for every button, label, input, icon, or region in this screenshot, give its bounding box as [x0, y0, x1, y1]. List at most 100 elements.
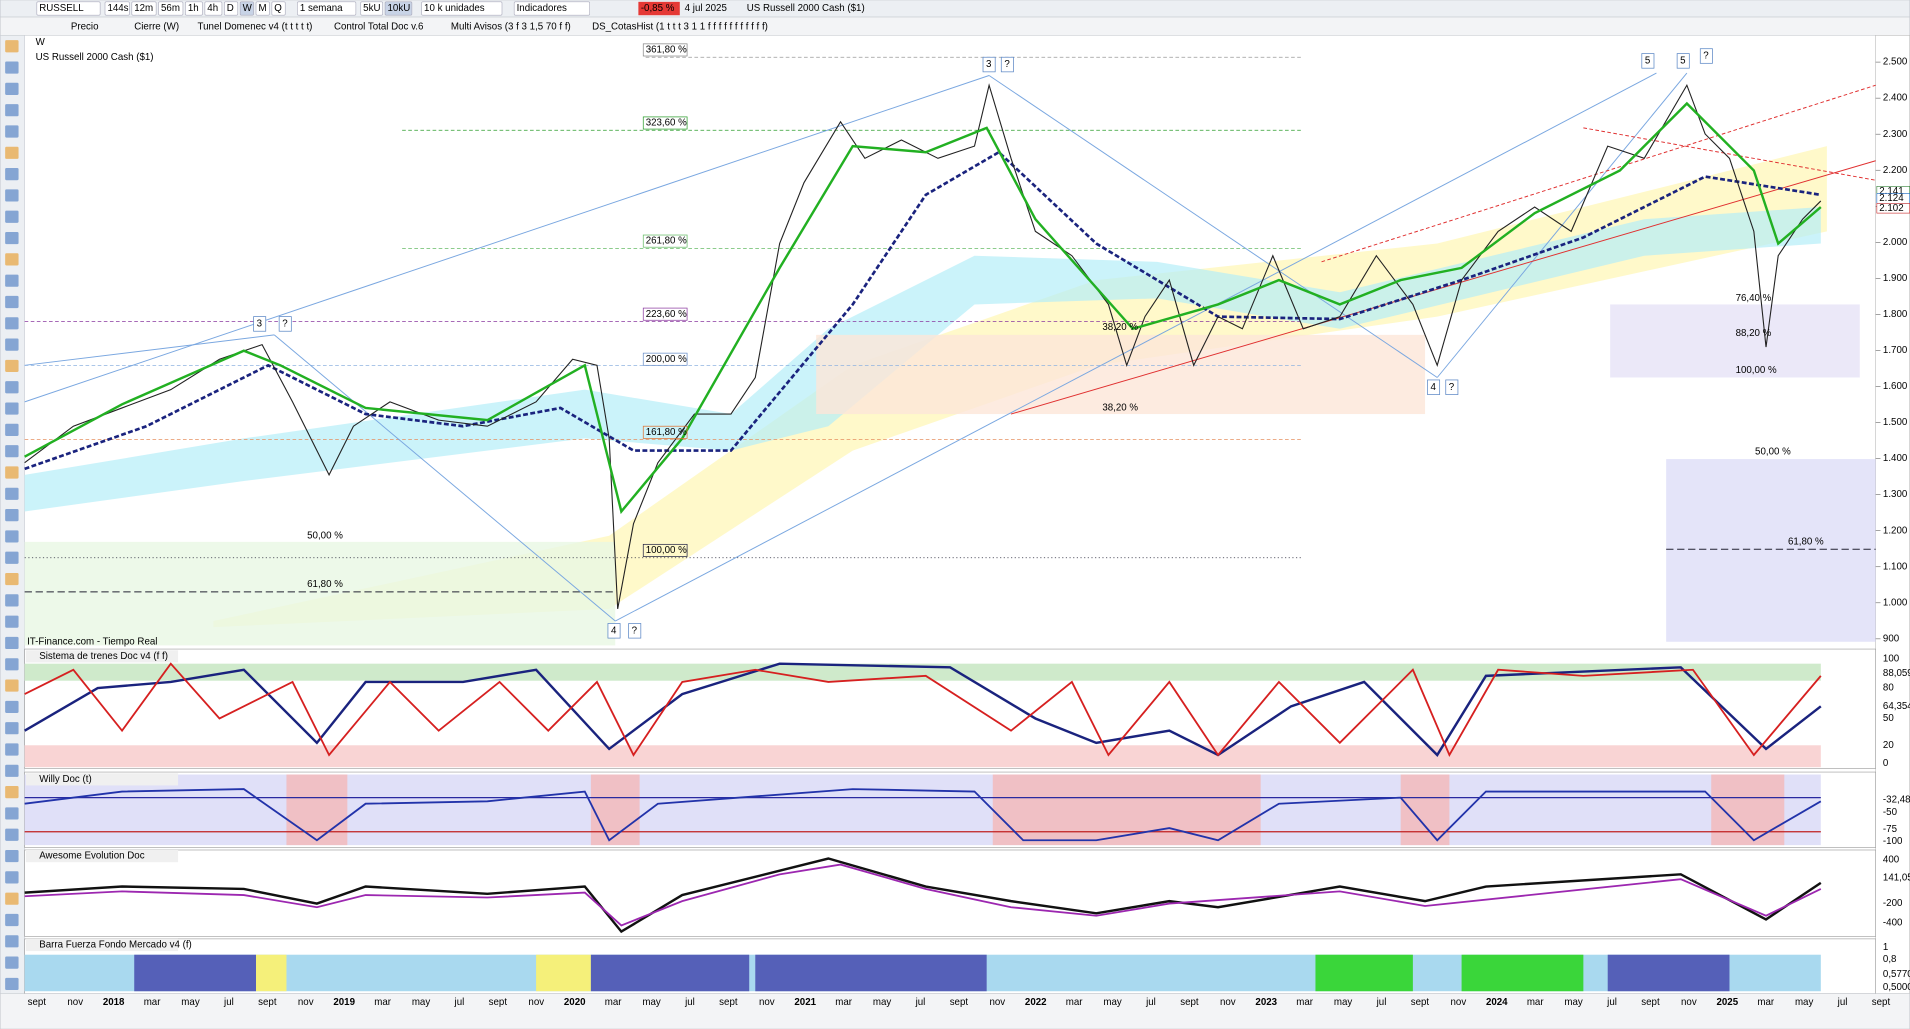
tool-icon[interactable] — [5, 445, 19, 458]
time-axis-label: mar — [1757, 997, 1775, 1008]
tool-icon[interactable] — [5, 381, 19, 394]
fib-label-box — [642, 425, 688, 439]
tool-icon[interactable] — [5, 168, 19, 181]
panel-axis-label: 64,354 — [1883, 701, 1910, 712]
tool-icon[interactable] — [5, 913, 19, 927]
change-value: -0,85 % — [641, 3, 675, 14]
wave-label: ? — [632, 625, 638, 636]
time-axis-label: nov — [1220, 997, 1236, 1008]
tool-icon[interactable] — [5, 849, 19, 863]
study-chip[interactable]: DS_CotasHist (1 t t t 3 1 1 f f f f f f … — [592, 21, 768, 32]
tool-icon[interactable] — [5, 722, 19, 735]
panel-axis-label: -400 — [1883, 918, 1903, 929]
tool-icon[interactable] — [5, 423, 19, 436]
study-chip[interactable]: Tunel Domenec v4 (t t t t t) — [198, 21, 313, 32]
period-button[interactable]: 1h — [188, 3, 199, 14]
tool-icon[interactable] — [5, 679, 19, 692]
study-chip[interactable]: Control Total Doc v.6 — [334, 21, 423, 32]
tool-icon[interactable] — [5, 594, 19, 607]
tool-icon[interactable] — [5, 189, 19, 202]
tool-icon[interactable] — [5, 700, 19, 713]
tool-icon[interactable] — [5, 317, 19, 330]
time-axis-label: may — [412, 997, 431, 1008]
panel-axis-label: 88,059 — [1883, 668, 1910, 679]
tool-icon[interactable] — [5, 338, 19, 351]
period-button[interactable]: 144s — [107, 3, 128, 14]
time-axis-label: mar — [374, 997, 392, 1008]
tool-icon[interactable] — [5, 210, 19, 223]
interval-select[interactable]: 1 semana — [300, 3, 343, 14]
interval-select-box — [297, 1, 357, 16]
tool-icon[interactable] — [5, 466, 19, 479]
period-button-box — [185, 1, 203, 16]
panel-title-bg — [25, 650, 179, 663]
tool-icon[interactable] — [5, 786, 19, 799]
tool-icon[interactable] — [5, 956, 19, 969]
tool-icon[interactable] — [5, 551, 19, 564]
wave-label: 3 — [257, 319, 262, 330]
symbol-select[interactable]: RUSSELL — [39, 3, 84, 14]
units-button[interactable]: 10kU — [388, 3, 411, 14]
study-chip[interactable]: Multi Avisos (3 f 3 1,5 70 f f) — [451, 21, 571, 32]
timeframe-label: W — [36, 37, 46, 48]
units-select[interactable]: 10 k unidades — [424, 3, 485, 14]
panel-axis-label: 0,8 — [1883, 954, 1897, 965]
time-axis-label: jul — [1606, 997, 1617, 1008]
tool-icon[interactable] — [5, 509, 19, 522]
panel-axis-label: 100 — [1883, 653, 1900, 664]
tool-icon[interactable] — [5, 146, 19, 159]
period-button[interactable]: W — [243, 3, 253, 14]
tool-icon[interactable] — [5, 104, 19, 117]
time-axis-label: 2019 — [333, 997, 355, 1008]
tool-icon[interactable] — [5, 636, 19, 650]
tool-icon[interactable] — [5, 82, 19, 95]
study-chip[interactable]: Cierre (W) — [134, 21, 179, 32]
study-chip[interactable]: Precio — [71, 21, 99, 32]
units-button-box — [384, 1, 413, 16]
time-axis-label: mar — [144, 997, 162, 1008]
panel-axis-label: -50 — [1883, 807, 1898, 818]
tool-icon[interactable] — [5, 40, 19, 53]
indicators-button[interactable]: Indicadores — [517, 3, 567, 14]
time-axis-label: sept — [1872, 997, 1891, 1008]
tool-icon[interactable] — [5, 274, 19, 287]
wave-box — [1641, 53, 1655, 69]
time-axis-label: 2023 — [1255, 997, 1277, 1008]
tool-icon[interactable] — [5, 402, 19, 415]
period-button[interactable]: 4h — [207, 3, 218, 14]
tool-icon[interactable] — [5, 828, 19, 841]
period-button[interactable]: D — [227, 3, 234, 14]
tool-icon[interactable] — [5, 615, 19, 628]
price-axis-label: 1.400 — [1883, 453, 1908, 464]
units-button[interactable]: 5kU — [363, 3, 380, 14]
tool-icon[interactable] — [5, 658, 19, 671]
panel-title-bg — [25, 849, 179, 863]
tool-icon[interactable] — [5, 125, 19, 138]
tool-icon[interactable] — [5, 764, 19, 777]
tool-icon[interactable] — [5, 892, 19, 905]
fib-label-box — [642, 543, 688, 557]
period-button[interactable]: 12m — [134, 3, 153, 14]
tool-icon[interactable] — [5, 61, 19, 74]
period-button[interactable]: 56m — [161, 3, 180, 14]
tool-icon[interactable] — [5, 977, 19, 991]
fib-label: 361,80 % — [646, 45, 687, 56]
tool-icon[interactable] — [5, 807, 19, 820]
tool-icon[interactable] — [5, 295, 19, 309]
tool-icon[interactable] — [5, 871, 19, 884]
tool-icon[interactable] — [5, 231, 19, 245]
panel-title: Willy Doc (t) — [39, 774, 91, 785]
time-axis-label: nov — [989, 997, 1005, 1008]
tool-icon[interactable] — [5, 572, 19, 586]
tool-icon[interactable] — [5, 743, 19, 756]
tool-icon[interactable] — [5, 530, 19, 543]
tool-icon[interactable] — [5, 253, 19, 266]
panel-axis-label: -32,48 — [1883, 795, 1910, 806]
tool-icon[interactable] — [5, 935, 19, 948]
time-axis-label: 2022 — [1025, 997, 1047, 1008]
tool-icon[interactable] — [5, 359, 19, 373]
tool-icon[interactable] — [5, 487, 19, 500]
period-button[interactable]: Q — [274, 3, 282, 14]
period-button[interactable]: M — [258, 3, 266, 14]
